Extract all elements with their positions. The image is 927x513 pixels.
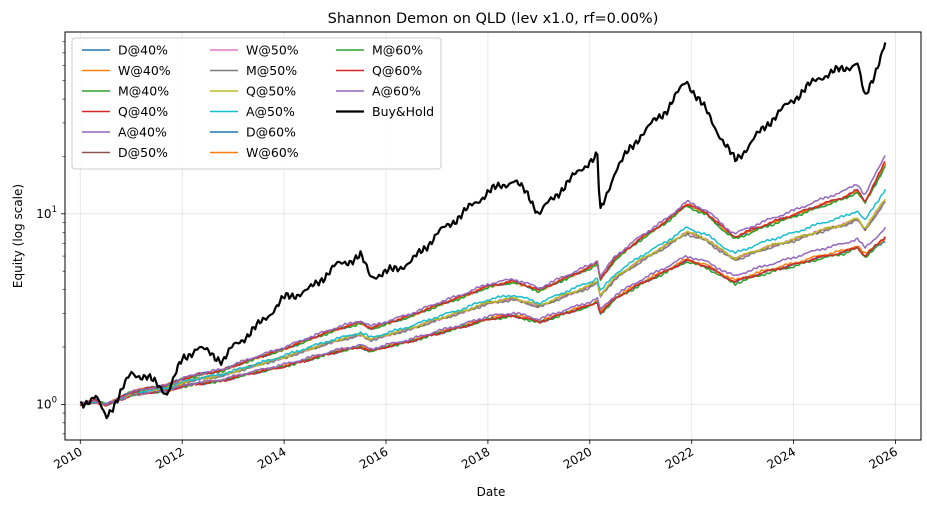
legend-entry: A@50% xyxy=(246,104,295,119)
legend-entry: W@40% xyxy=(118,63,171,78)
plot-frame xyxy=(64,31,922,441)
chart-title: Shannon Demon on QLD (lev x1.0, rf=0.00%… xyxy=(328,11,659,27)
x-tick-label: 2024 xyxy=(765,444,798,471)
y-tick-label: 100 xyxy=(36,395,57,411)
series-line xyxy=(80,155,886,406)
legend-entry: M@50% xyxy=(246,63,297,78)
x-tick-label: 2016 xyxy=(357,444,390,471)
legend-entry: Q@40% xyxy=(118,104,168,119)
legend-entry: Q@60% xyxy=(372,63,422,78)
legend-entry: M@60% xyxy=(372,43,423,58)
y-tick-label: 101 xyxy=(36,205,57,221)
x-tick-label: 2010 xyxy=(51,444,84,471)
legend-entry: M@40% xyxy=(118,84,169,99)
legend: D@40% W@40% M@40% Q@40% A@40% D@50% W@50% M@50%… xyxy=(71,37,442,170)
legend-entry: A@40% xyxy=(118,125,167,140)
y-tick-label-base: 10 xyxy=(36,207,51,221)
y-tick-label-base: 10 xyxy=(36,397,51,411)
legend-entry: Buy&Hold xyxy=(372,104,434,119)
series-line xyxy=(79,42,887,420)
series-line xyxy=(79,160,886,407)
series-line xyxy=(79,241,886,406)
legend-entry: Q@50% xyxy=(246,84,296,99)
series-line xyxy=(80,188,886,405)
legend-entry: W@60% xyxy=(246,145,299,160)
x-tick-label: 2018 xyxy=(459,444,492,471)
x-tick-label: 2014 xyxy=(255,444,288,471)
legend-entry: D@60% xyxy=(246,125,296,140)
y-tick-label-exponent: 0 xyxy=(52,395,57,405)
x-axis-label: Date xyxy=(477,485,506,499)
series-lines xyxy=(79,42,887,420)
legend-entry: A@60% xyxy=(372,84,421,99)
x-axis: 2010 2012 2014 2016 2018 2020 2022 2024 2026 xyxy=(51,440,900,472)
x-tick-label: 2012 xyxy=(153,444,186,471)
x-tick-label: 2026 xyxy=(867,444,900,471)
legend-entry: W@50% xyxy=(246,43,299,58)
y-tick-label-exponent: 1 xyxy=(52,205,57,215)
x-tick-label: 2022 xyxy=(663,444,696,471)
series-line xyxy=(80,198,886,406)
y-axis-label: Equity (log scale) xyxy=(11,184,25,288)
series-line xyxy=(80,201,886,406)
series-line xyxy=(80,226,886,406)
legend-entry: D@40% xyxy=(118,43,168,58)
legend-entry: D@50% xyxy=(118,145,168,160)
x-tick-label: 2020 xyxy=(561,444,594,471)
